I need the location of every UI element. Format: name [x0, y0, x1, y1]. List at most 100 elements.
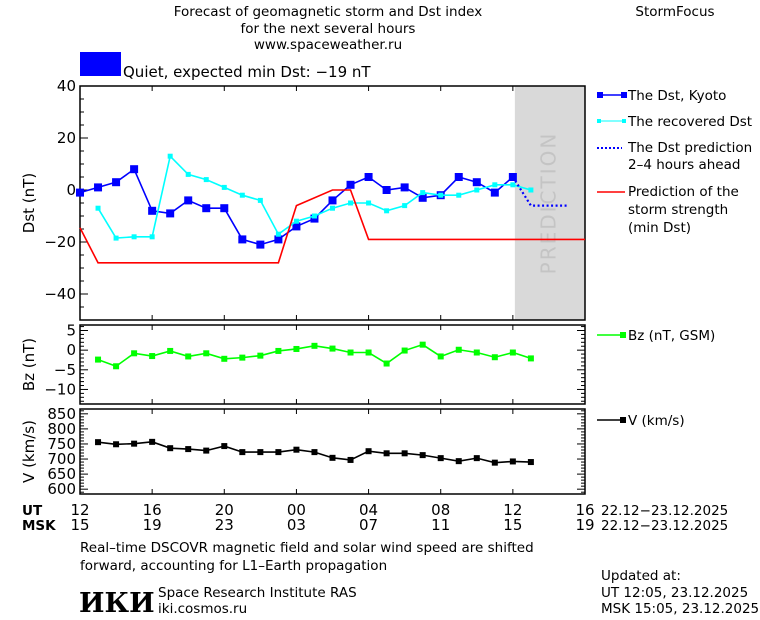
the-recovered-dst-point — [185, 171, 191, 177]
bz-nt-gsm-point — [329, 345, 336, 352]
v-km-s-point — [311, 449, 318, 456]
the-dst-kyoto-point — [112, 178, 121, 187]
bz-nt-gsm-point — [401, 347, 408, 354]
y-tick-label: 700 — [47, 450, 76, 468]
v-km-s-point — [131, 440, 138, 447]
legend-recovered-marker — [597, 119, 601, 123]
the-dst-kyoto-point — [256, 240, 265, 249]
updated-label: Updated at: — [601, 568, 681, 584]
v-km-s-point — [527, 459, 534, 466]
msk-tick-label: 23 — [215, 516, 234, 534]
bz-nt-gsm-point — [203, 350, 210, 357]
institute-website[interactable]: iki.cosmos.ru — [158, 601, 247, 617]
v-km-s-point — [491, 459, 498, 466]
the-recovered-dst-point — [239, 192, 245, 198]
the-recovered-dst-point — [257, 197, 263, 203]
msk-tick-label: 19 — [143, 516, 162, 534]
the-recovered-dst-point — [330, 205, 335, 211]
bz-nt-gsm-point — [185, 353, 192, 360]
legend-v-label: V (km/s) — [628, 413, 685, 429]
prediction-zone-label: PREDICTION — [536, 132, 560, 275]
bz-nt-gsm-point — [347, 349, 354, 356]
v-km-s-point — [473, 455, 480, 462]
the-dst-kyoto-point — [292, 222, 301, 231]
y-tick-label: 0 — [66, 181, 76, 199]
legend-kyoto-marker — [621, 92, 627, 98]
updated-msk: MSK 15:05, 23.12.2025 — [601, 601, 759, 617]
legend-bz-label: Bz (nT, GSM) — [628, 328, 715, 344]
bz-nt-gsm-point — [239, 354, 246, 361]
the-recovered-dst-point — [438, 192, 444, 198]
y-tick-label: 650 — [47, 465, 76, 483]
v-km-s-point — [95, 439, 102, 446]
the-dst-kyoto-point — [328, 196, 337, 205]
legend-bz-marker — [620, 332, 626, 338]
bz-nt-gsm-point — [257, 352, 264, 359]
ut-tick-label: 00 — [287, 501, 306, 519]
bz-nt-gsm-point — [383, 360, 390, 367]
the-dst-kyoto-point — [184, 196, 193, 205]
msk-tick-label: 15 — [70, 516, 89, 534]
v-axis-label: V (km/s) — [20, 420, 38, 483]
y-tick-label: −20 — [44, 233, 76, 251]
dst-axis-label: Dst (nT) — [20, 173, 38, 233]
prediction-zone — [514, 86, 585, 320]
title-line-2: for the next several hours — [241, 21, 416, 37]
the-recovered-dst-point — [348, 200, 354, 206]
y-tick-label: 850 — [47, 405, 76, 423]
ut-tick-label: 16 — [143, 501, 162, 519]
the-dst-kyoto-point — [76, 188, 84, 197]
bz-nt-gsm-point — [419, 341, 426, 348]
bz-nt-gsm-point — [491, 354, 498, 361]
the-recovered-dst-point — [528, 187, 534, 193]
the-recovered-dst-point — [167, 153, 173, 159]
bz-plot-frame — [79, 324, 586, 405]
v-km-s-point — [293, 446, 300, 453]
msk-tick-label: 07 — [359, 516, 378, 534]
ut-tick-label: 16 — [575, 501, 594, 519]
title-url: www.spaceweather.ru — [254, 37, 402, 53]
v-km-s-point — [113, 441, 120, 448]
the-recovered-dst-point — [311, 213, 317, 219]
iki-logo: ИКИ — [79, 588, 155, 619]
bz-axis-label: Bz (nT) — [20, 338, 38, 391]
v-km-s-point — [203, 447, 210, 454]
legend-v-marker — [620, 417, 626, 423]
legend-kyoto-marker — [597, 92, 603, 98]
legend-recovered-label: The recovered Dst — [627, 114, 752, 130]
ut-tick-label: 20 — [215, 501, 234, 519]
msk-date-range: 22.12−23.12.2025 — [601, 518, 728, 534]
the-dst-kyoto-point — [418, 193, 427, 202]
y-tick-label: −40 — [44, 285, 76, 303]
y-tick-label: 600 — [47, 480, 76, 498]
legend-recovered-marker — [622, 119, 626, 123]
the-recovered-dst-point — [221, 184, 227, 190]
the-recovered-dst-point — [510, 182, 516, 188]
v-km-s-point — [329, 454, 336, 461]
legend-prediction-label-2: 2–4 hours ahead — [628, 157, 740, 173]
the-recovered-dst-point — [474, 187, 480, 193]
bz-nt-gsm-point — [149, 353, 156, 360]
msk-tick-label: 11 — [431, 516, 450, 534]
the-dst-kyoto-point — [238, 235, 247, 244]
the-dst-kyoto-point — [310, 214, 319, 223]
institute-name: Space Research Institute RAS — [158, 585, 357, 601]
the-dst-kyoto-point — [202, 204, 211, 213]
ut-tick-label: 12 — [70, 501, 89, 519]
ut-tick-label: 04 — [359, 501, 378, 519]
the-recovered-dst-point — [384, 208, 390, 214]
legend-kyoto-label: The Dst, Kyoto — [627, 88, 726, 104]
y-tick-label: 20 — [57, 129, 76, 147]
the-recovered-dst-point — [420, 190, 426, 196]
v-km-s-point — [509, 458, 516, 465]
y-tick-label: 0 — [66, 341, 76, 359]
the-recovered-dst-point — [113, 235, 119, 241]
dst-panel: 40 20 0 −20 −40 Dst (nT) — [20, 77, 586, 321]
ut-date-range: 22.12−23.12.2025 — [601, 503, 728, 519]
footer-note-line-1: Real–time DSCOVR magnetic field and sola… — [80, 540, 534, 556]
the-dst-kyoto-point — [400, 183, 409, 192]
v-km-s-point — [365, 448, 372, 455]
the-recovered-dst-point — [402, 203, 408, 209]
the-recovered-dst-point — [131, 234, 137, 240]
